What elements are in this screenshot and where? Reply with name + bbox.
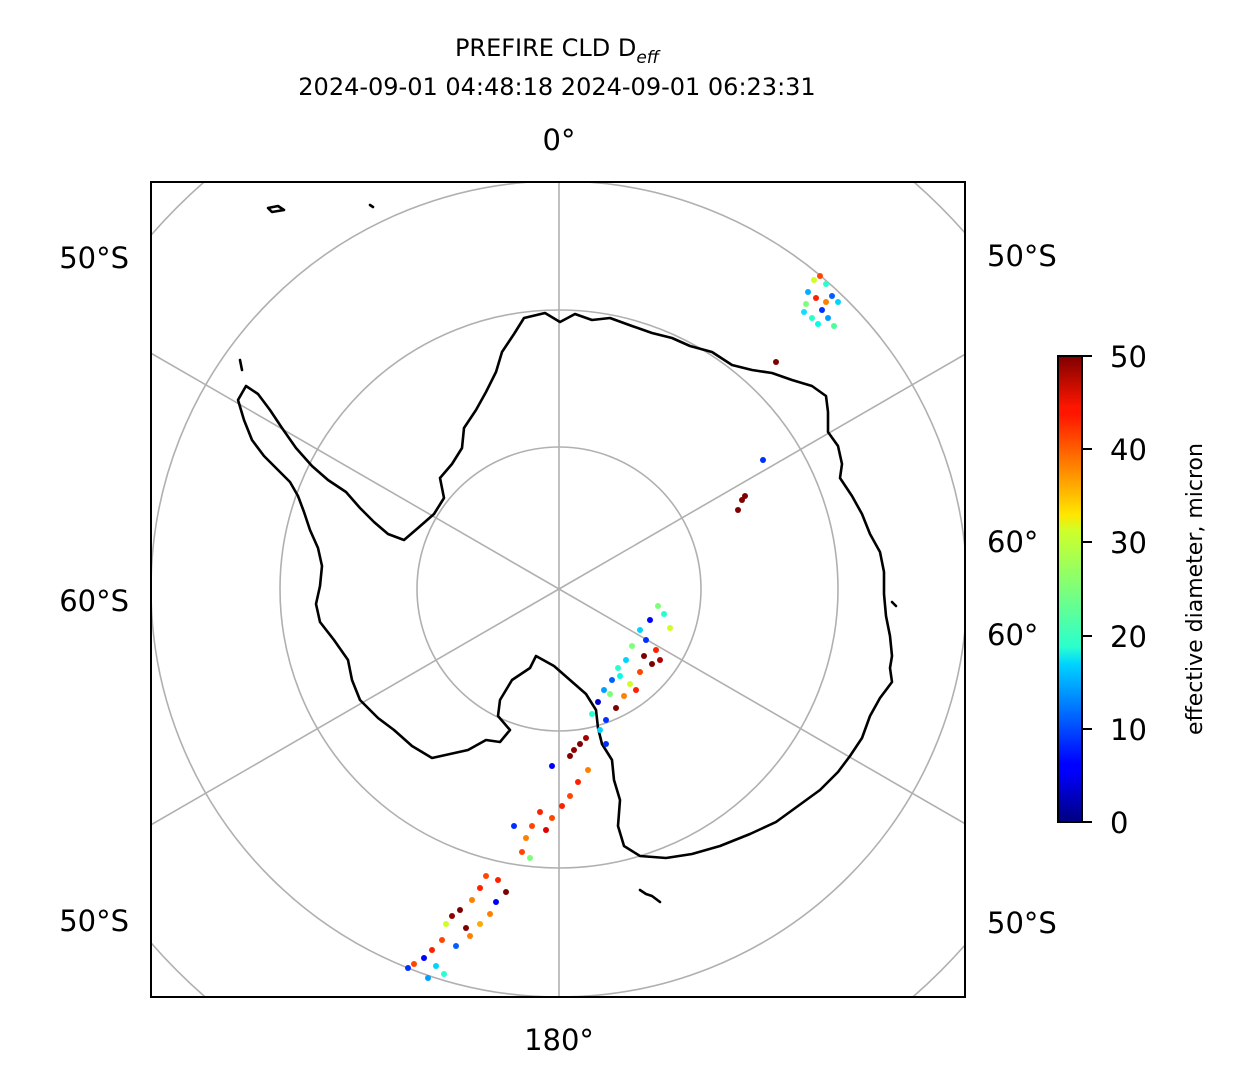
label-left-middle: 60°S (59, 584, 129, 618)
swath-points (405, 273, 841, 981)
colorbar-label: effective diameter, micron (1183, 443, 1208, 735)
title-line-1: PREFIRE CLD Deff (455, 34, 661, 68)
label-right-mid-1: 60° (987, 525, 1038, 559)
swath-lower-central (511, 735, 609, 861)
swath-bottom-left (405, 873, 509, 981)
label-right-mid-2: 60° (987, 618, 1038, 652)
colorbar-tick-0: 0 (1110, 806, 1128, 840)
label-right-upper: 50°S (987, 239, 1057, 273)
coastline (236, 203, 898, 904)
label-right-lower: 50°S (987, 906, 1057, 940)
swath-upper-right (801, 273, 841, 329)
label-left-lower: 50°S (59, 904, 129, 938)
colorbar-tick-10: 10 (1110, 713, 1147, 747)
colorbar-tick-40: 40 (1110, 433, 1147, 467)
colorbar: 0 10 20 30 40 50 effective diameter, mic… (1057, 340, 1208, 840)
colorbar-ticks (1082, 355, 1092, 823)
label-top-0: 0° (543, 123, 576, 157)
colorbar-gradient (1057, 355, 1083, 823)
title-line-2: 2024-09-01 04:48:18 2024-09-01 06:23:31 (298, 73, 815, 101)
colorbar-tick-20: 20 (1110, 620, 1147, 654)
colorbar-tick-50: 50 (1110, 340, 1147, 374)
swath-central (589, 603, 673, 733)
colorbar-tick-30: 30 (1110, 526, 1147, 560)
label-bottom-180: 180° (524, 1023, 594, 1057)
map-panel (151, 182, 965, 997)
map-frame (150, 181, 966, 998)
label-left-upper: 50°S (59, 241, 129, 275)
